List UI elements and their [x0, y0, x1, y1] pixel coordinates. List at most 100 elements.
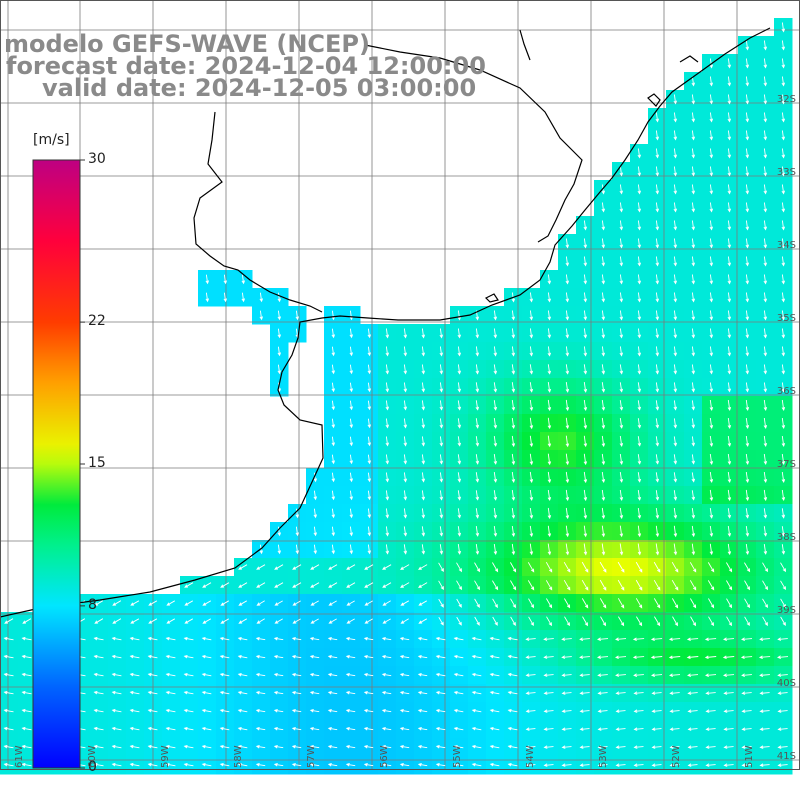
wind-arrow [367, 436, 372, 447]
wind-arrow [583, 382, 588, 393]
wind-arrow [219, 672, 230, 677]
wind-arrow [615, 637, 627, 642]
wind-arrow [745, 148, 750, 159]
wind-arrow [777, 745, 788, 749]
wind-arrow [655, 507, 660, 519]
wind-arrow [759, 673, 770, 678]
wind-arrow [367, 490, 372, 501]
wind-arrow [457, 400, 462, 411]
wind-arrow [471, 726, 482, 731]
lat-lon-grid [0, 0, 800, 770]
wind-arrow [474, 598, 480, 608]
wind-arrow [781, 471, 786, 483]
wind-arrow [727, 292, 732, 303]
wind-arrow [421, 544, 426, 555]
wind-arrow [475, 400, 480, 411]
wind-arrow [632, 655, 645, 660]
wind-arrow [21, 762, 32, 767]
wind-arrow [510, 616, 516, 626]
wind-arrow [547, 525, 552, 538]
wind-arrow [777, 655, 789, 660]
wind-arrow [650, 637, 663, 642]
wind-arrow [256, 600, 265, 606]
wind-arrow [364, 600, 373, 606]
wind-arrow [94, 600, 104, 606]
wind-arrow [651, 763, 662, 767]
wind-arrow [255, 726, 266, 731]
wind-arrow [601, 256, 606, 267]
wind-arrow [599, 561, 607, 573]
wind-arrow [741, 673, 752, 678]
wind-arrow [255, 654, 266, 659]
wind-arrow [202, 600, 212, 606]
wind-arrow [723, 637, 735, 642]
wind-arrow [781, 489, 786, 501]
wind-arrow [691, 310, 696, 321]
wind-arrow [619, 292, 624, 303]
wind-arrow [726, 562, 733, 573]
wind-arrow [727, 525, 732, 537]
latitude-label: 40S [776, 678, 796, 689]
wind-arrow [673, 130, 678, 141]
wind-arrow [220, 618, 230, 624]
wind-arrow [637, 346, 642, 357]
wind-arrow [363, 708, 374, 713]
wind-arrow [309, 654, 320, 659]
wind-arrow [741, 727, 752, 731]
wind-arrow [673, 220, 678, 231]
wind-arrow [597, 673, 608, 677]
wind-arrow [147, 672, 158, 677]
wind-arrow [583, 346, 588, 357]
wind-arrow [421, 418, 426, 429]
wind-arrow [655, 166, 660, 177]
wind-arrow [709, 166, 714, 177]
wind-arrow [130, 618, 140, 624]
wind-arrow [382, 564, 392, 570]
wind-arrow [673, 292, 678, 303]
wind-arrow [457, 310, 462, 321]
wind-arrow [147, 708, 158, 713]
wind-arrow [313, 490, 318, 501]
wind-arrow [726, 598, 732, 609]
wind-arrow [561, 673, 572, 677]
wind-arrow [547, 382, 552, 393]
wind-arrow [619, 507, 624, 520]
wind-arrow [525, 637, 536, 641]
wind-arrow [345, 636, 356, 641]
wind-arrow [331, 418, 336, 429]
wind-arrow [313, 508, 318, 519]
wind-arrow [709, 76, 714, 87]
wind-arrow [583, 507, 588, 520]
wind-arrow [547, 310, 552, 321]
wind-arrow [543, 763, 554, 767]
wind-arrow [655, 220, 660, 231]
wind-arrow [565, 399, 570, 412]
wind-arrow [619, 202, 624, 213]
wind-arrow [493, 508, 498, 519]
wind-arrow [453, 654, 464, 659]
wind-arrow [781, 22, 786, 33]
wind-arrow [601, 435, 606, 448]
wind-arrow [637, 507, 642, 519]
wind-arrow [741, 691, 752, 695]
wind-arrow [709, 220, 714, 231]
wind-arrow [727, 256, 732, 267]
wind-arrow [759, 763, 770, 767]
wind-arrow [781, 292, 786, 303]
wind-arrow [565, 328, 570, 339]
wind-arrow [547, 471, 552, 484]
wind-arrow [561, 637, 572, 641]
wind-arrow [619, 274, 624, 285]
wind-arrow [183, 654, 194, 659]
wind-arrow [331, 454, 336, 465]
wind-arrow [668, 655, 681, 660]
latitude-label: 38S [776, 532, 796, 543]
wind-arrow [547, 435, 552, 448]
wind-arrow [511, 346, 516, 357]
wind-arrow [310, 600, 319, 606]
wind-arrow [637, 166, 642, 177]
wind-arrow [601, 507, 606, 520]
wind-arrow [780, 598, 786, 609]
longitude-label: 61W [14, 745, 25, 768]
wind-arrow [511, 490, 516, 501]
